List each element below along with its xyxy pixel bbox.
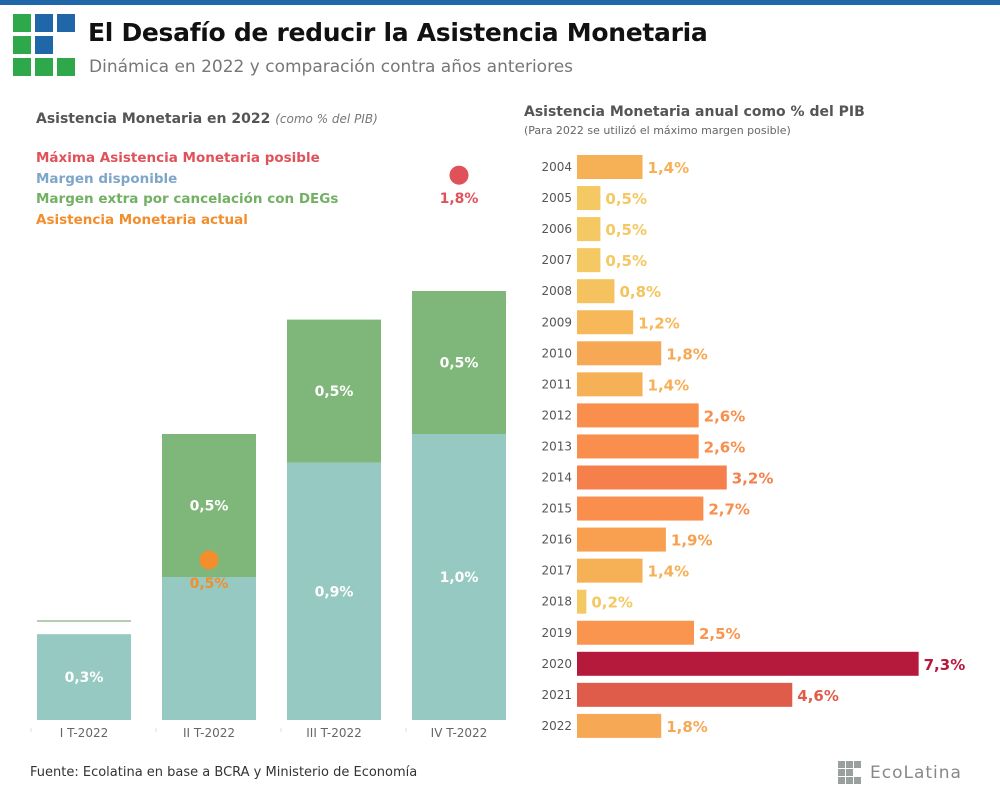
year-label: 2018 bbox=[541, 595, 572, 609]
bar-degs bbox=[287, 319, 381, 463]
year-bar bbox=[577, 217, 601, 242]
page-subtitle: Dinámica en 2022 y comparación contra añ… bbox=[89, 57, 574, 77]
year-label: 2010 bbox=[541, 346, 572, 360]
year-bar bbox=[577, 186, 601, 211]
year-value-label: 1,4% bbox=[648, 563, 690, 581]
left-chart-title-note: (como % del PIB) bbox=[275, 112, 378, 126]
year-label: 2016 bbox=[541, 533, 572, 547]
year-label: 2020 bbox=[541, 657, 572, 671]
year-bar bbox=[577, 279, 615, 304]
bar-label: 0,5% bbox=[190, 499, 229, 515]
left-chart-title: Asistencia Monetaria en 2022 (como % del… bbox=[36, 111, 378, 127]
brand-grid-icon bbox=[838, 761, 862, 785]
year-label: 2012 bbox=[541, 408, 572, 422]
year-label: 2007 bbox=[541, 253, 572, 267]
year-value-label: 1,8% bbox=[666, 718, 708, 736]
year-label: 2004 bbox=[541, 160, 572, 174]
bar-label: 0,9% bbox=[315, 584, 354, 600]
legend-item-margen: Margen disponible bbox=[36, 170, 178, 187]
x-tick-label: II T-2022 bbox=[183, 726, 235, 740]
right-chart-subtitle: (Para 2022 se utilizó el máximo margen p… bbox=[524, 124, 791, 137]
year-label: 2014 bbox=[541, 471, 572, 485]
year-value-label: 1,4% bbox=[648, 376, 690, 394]
year-value-label: 1,9% bbox=[671, 532, 713, 550]
legend-item-degs: Margen extra por cancelación con DEGs bbox=[36, 191, 339, 207]
year-label: 2006 bbox=[541, 222, 572, 236]
right-chart-title: Asistencia Monetaria anual como % del PI… bbox=[524, 104, 865, 120]
year-label: 2017 bbox=[541, 564, 572, 578]
year-label: 2011 bbox=[541, 377, 572, 391]
year-label: 2008 bbox=[541, 284, 572, 298]
year-label: 2015 bbox=[541, 502, 572, 516]
year-bar bbox=[577, 651, 919, 676]
bar-label: 0,5% bbox=[440, 356, 479, 372]
point-label: 1,8% bbox=[440, 191, 479, 207]
year-label: 2019 bbox=[541, 626, 572, 640]
year-bar bbox=[577, 248, 601, 273]
year-label: 2013 bbox=[541, 439, 572, 453]
year-bar bbox=[577, 310, 634, 335]
logo-icon bbox=[13, 14, 75, 76]
top-accent-bar bbox=[0, 0, 1000, 5]
point-marker bbox=[449, 165, 469, 185]
brand-logo: EcoLatina bbox=[838, 761, 962, 785]
x-tick-label: I T-2022 bbox=[60, 726, 108, 740]
legend-item-max: Máxima Asistencia Monetaria posible bbox=[36, 150, 320, 166]
left-chart-title-text: Asistencia Monetaria en 2022 bbox=[36, 111, 271, 127]
year-label: 2005 bbox=[541, 191, 572, 205]
year-bar bbox=[577, 155, 643, 179]
year-bar bbox=[577, 589, 587, 614]
year-value-label: 0,5% bbox=[605, 252, 647, 270]
year-bar bbox=[577, 434, 699, 459]
x-tick-label: III T-2022 bbox=[306, 726, 362, 740]
year-value-label: 2,6% bbox=[704, 407, 746, 425]
year-value-label: 1,4% bbox=[648, 159, 690, 177]
bar-degs bbox=[412, 291, 506, 434]
point-marker bbox=[199, 550, 219, 570]
year-bar bbox=[577, 341, 662, 366]
source-note: Fuente: Ecolatina en base a BCRA y Minis… bbox=[30, 765, 418, 780]
bar-margen bbox=[287, 462, 381, 720]
year-value-label: 0,8% bbox=[619, 283, 661, 301]
year-bar bbox=[577, 372, 643, 397]
bar-margen bbox=[412, 434, 506, 720]
year-label: 2009 bbox=[541, 315, 572, 329]
year-value-label: 2,6% bbox=[704, 438, 746, 456]
point-label: 0,5% bbox=[190, 576, 229, 592]
year-value-label: 3,2% bbox=[732, 470, 774, 488]
bar-margen bbox=[162, 577, 256, 720]
year-value-label: 4,6% bbox=[797, 687, 839, 705]
year-bar bbox=[577, 496, 704, 521]
bar-margen bbox=[37, 634, 131, 720]
year-bar bbox=[577, 527, 666, 552]
year-value-label: 7,3% bbox=[924, 656, 966, 674]
year-bar bbox=[577, 465, 727, 490]
year-label: 2022 bbox=[541, 719, 572, 733]
year-value-label: 2,7% bbox=[708, 501, 750, 519]
year-value-label: 0,5% bbox=[605, 221, 647, 239]
bar-label: 0,5% bbox=[315, 384, 354, 400]
year-value-label: 1,8% bbox=[666, 345, 708, 363]
page-title: El Desafío de reducir la Asistencia Mone… bbox=[88, 18, 708, 47]
legend: Máxima Asistencia Monetaria posible Marg… bbox=[36, 148, 338, 230]
year-bar bbox=[577, 682, 793, 707]
year-value-label: 0,5% bbox=[605, 190, 647, 208]
brand-name: EcoLatina bbox=[870, 763, 962, 783]
year-value-label: 2,5% bbox=[699, 625, 741, 643]
bar-label: 1,0% bbox=[440, 570, 479, 586]
year-value-label: 0,2% bbox=[591, 594, 633, 612]
x-tick-label: IV T-2022 bbox=[431, 726, 488, 740]
legend-item-actual: Asistencia Monetaria actual bbox=[36, 211, 248, 228]
year-bar bbox=[577, 558, 643, 583]
bar-label: 0,3% bbox=[65, 670, 104, 686]
year-bar bbox=[577, 620, 694, 645]
year-bar bbox=[577, 713, 662, 738]
year-value-label: 1,2% bbox=[638, 314, 680, 332]
year-bar bbox=[577, 403, 699, 428]
year-label: 2021 bbox=[541, 688, 572, 702]
